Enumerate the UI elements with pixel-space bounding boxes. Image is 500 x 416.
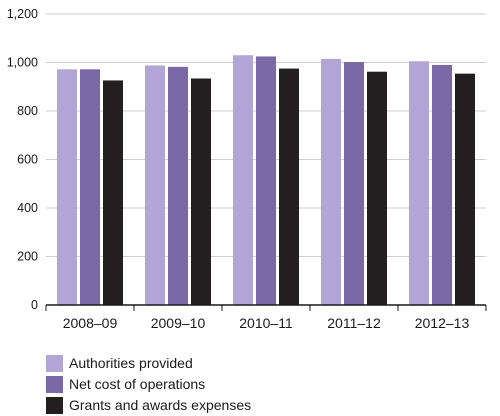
bar: [367, 71, 387, 305]
bar: [191, 78, 211, 305]
y-tick-label: 0: [31, 298, 38, 312]
x-axis-ticks: 2008–09 2009–10 2010–11 2011–12 2012–13: [45, 305, 487, 331]
bar: [57, 69, 77, 305]
legend-label: Grants and awards expenses: [69, 397, 252, 413]
bar: [256, 56, 276, 305]
legend-item-net-cost: Net cost of operations: [46, 374, 251, 394]
legend-label: Authorities provided: [69, 355, 193, 371]
bar: [168, 66, 188, 306]
legend-item-authorities: Authorities provided: [46, 353, 251, 373]
bar: [103, 80, 123, 305]
bar: [145, 65, 165, 305]
legend: Authorities provided Net cost of operati…: [46, 353, 251, 416]
x-tick-label: 2010–11: [239, 315, 293, 331]
bar: [344, 62, 364, 305]
x-tick-label: 2012–13: [415, 315, 470, 331]
y-tick-label: 800: [17, 104, 38, 118]
y-tick-label: 1,000: [7, 56, 38, 70]
bars: [57, 55, 475, 306]
bar: [321, 58, 341, 305]
y-tick-label: 600: [17, 153, 38, 167]
x-tick-label: 2011–12: [327, 315, 381, 331]
bar: [432, 64, 452, 305]
bar: [80, 69, 100, 305]
legend-swatch: [46, 375, 63, 393]
bar: [279, 68, 299, 305]
x-tick-label: 2008–09: [63, 315, 118, 331]
legend-label: Net cost of operations: [69, 376, 206, 392]
legend-swatch: [46, 354, 63, 372]
x-tick-label: 2009–10: [151, 315, 206, 331]
y-axis-ticks: 0 200 400 600 800 1,000 1,200: [7, 7, 38, 312]
legend-swatch: [46, 396, 63, 414]
y-tick-label: 400: [17, 201, 38, 215]
legend-item-grants: Grants and awards expenses: [46, 395, 251, 415]
y-tick-label: 1,200: [7, 7, 38, 21]
bar: [455, 73, 475, 305]
bar: [409, 61, 429, 305]
bar: [233, 55, 253, 305]
y-tick-label: 200: [17, 250, 38, 264]
